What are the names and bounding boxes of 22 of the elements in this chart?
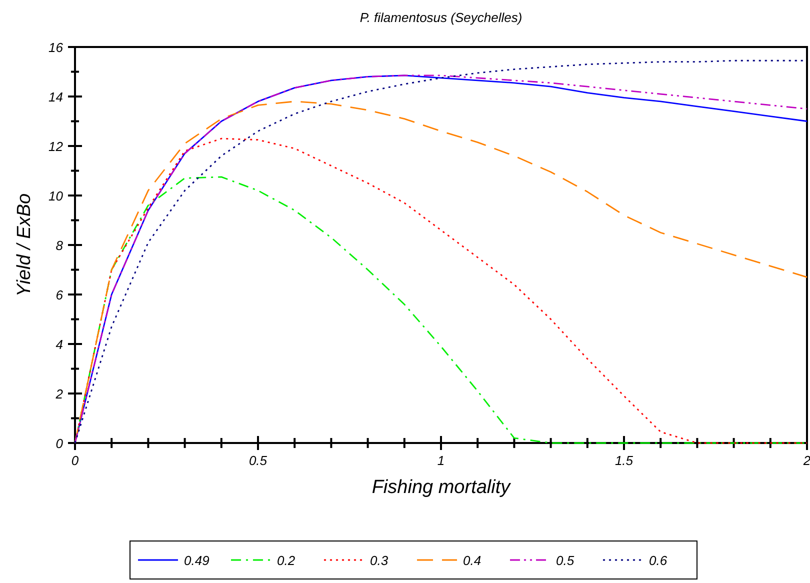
y-tick-label: 14: [48, 90, 63, 104]
legend-label: 0.6: [649, 553, 668, 568]
legend-label: 0.4: [463, 553, 482, 568]
y-tick-label: 12: [48, 139, 64, 154]
y-axis-title: Yield / ExBo: [14, 193, 35, 297]
x-tick-label: 1: [437, 453, 445, 468]
chart-title: P. filamentosus (Seychelles): [360, 10, 522, 25]
y-tick-label: 0: [56, 436, 64, 451]
y-tick-label: 8: [56, 238, 64, 253]
legend-label: 0.2: [277, 553, 296, 568]
x-tick-label: 0: [71, 453, 80, 468]
y-tick-label: 6: [56, 288, 64, 302]
x-axis-title: Fishing mortality: [372, 477, 512, 498]
y-tick-label: 4: [56, 337, 63, 352]
legend-label: 0.49: [184, 553, 210, 568]
y-tick-label: 2: [54, 386, 64, 402]
y-tick-label: 16: [48, 40, 64, 55]
x-tick-label: 1.5: [614, 453, 634, 468]
legend-label: 0.5: [556, 553, 575, 568]
x-tick-label: 0.5: [248, 453, 268, 468]
legend-label: 0.3: [370, 553, 389, 568]
y-tick-label: 10: [48, 188, 64, 204]
